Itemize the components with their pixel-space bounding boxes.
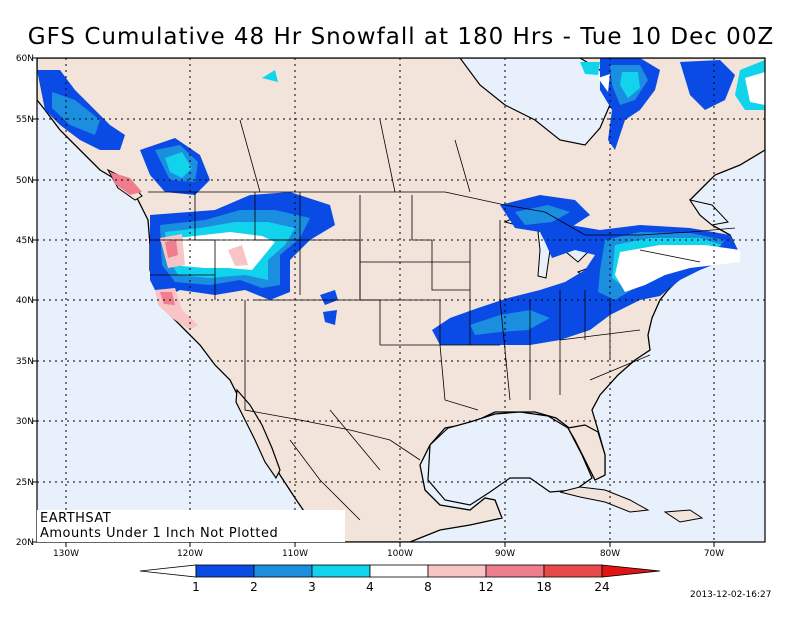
legend-swatch [601,564,661,578]
lat-label: 30N [16,417,34,427]
lat-label: 45N [16,236,34,246]
lat-label: 35N [16,357,34,367]
gulf-st-lawrence [688,199,729,226]
lon-label: 80W [600,549,620,559]
legend-label: 24 [594,580,609,594]
lon-label: 110W [282,549,308,559]
legend-label: 8 [424,580,432,594]
legend-swatch [139,564,197,578]
legend-label: 18 [536,580,551,594]
lat-label: 50N [16,176,34,186]
lon-label: 120W [177,549,203,559]
timestamp: 2013-12-02-16:27 [690,590,772,600]
legend-swatch [485,564,545,578]
legend-label: 1 [192,580,200,594]
note-box [37,510,345,542]
snow-band-12to18 [110,172,178,305]
lon-labels: 130W 120W 110W 100W 90W 80W 70W [53,549,724,559]
legend-labels: 1 2 3 4 8 12 18 24 [192,580,609,594]
baja-california [235,388,281,480]
note-text: Amounts Under 1 Inch Not Plotted [40,526,278,541]
lat-labels: 60N 55N 50N 45N 40N 35N 30N 25N 20N [16,54,34,548]
cuba [559,486,650,513]
florida [567,424,606,481]
map-title: GFS Cumulative 48 Hr Snowfall at 180 Hrs… [27,24,775,50]
legend-label: 4 [366,580,374,594]
legend-swatch [311,564,371,578]
lon-label: 70W [704,549,724,559]
credit-text: EARTHSAT [40,511,111,526]
lon-label: 130W [53,549,79,559]
hispaniola [663,509,704,523]
legend-label: 12 [478,580,493,594]
lat-label: 55N [16,115,34,125]
lat-label: 20N [16,538,34,548]
snowfall-shading [37,58,765,345]
lat-label: 40N [16,296,34,306]
legend-swatch [369,564,429,578]
lon-label: 100W [387,549,413,559]
legend-swatch [253,564,313,578]
legend-colorbar [139,564,661,578]
legend-label: 2 [250,580,258,594]
legend-label: 3 [308,580,316,594]
lat-lon-grid [37,58,765,542]
lon-label: 90W [495,549,515,559]
legend-swatch [195,564,255,578]
lat-label: 25N [16,478,34,488]
lat-label: 60N [16,54,34,64]
legend-swatch [427,564,487,578]
axis-ticks [32,57,715,547]
legend-swatch [543,564,603,578]
